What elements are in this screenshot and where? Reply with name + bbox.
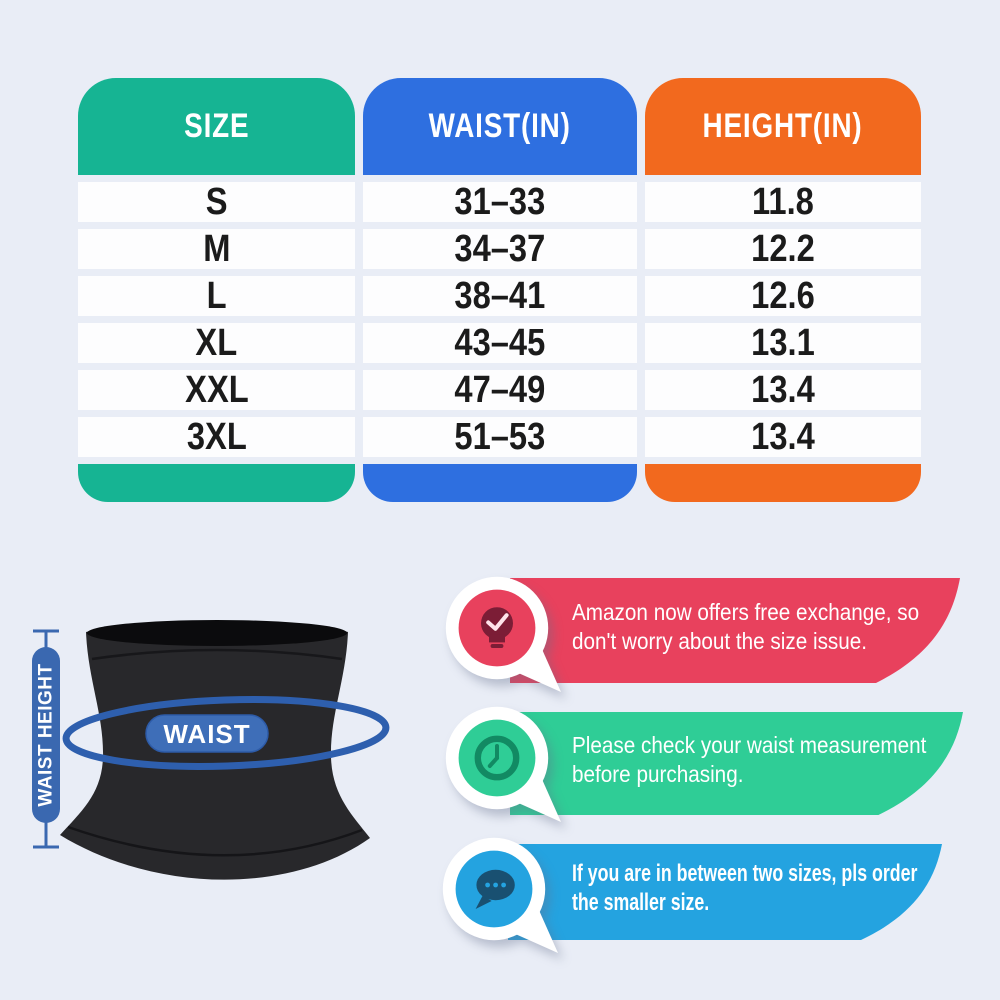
size-chart-table: SIZE WAIST(IN) HEIGHT(IN) S 31–33 11.8 M… xyxy=(78,78,921,502)
table-cell-height-3xl: 13.4 xyxy=(645,415,921,458)
note-line: If you are in between two sizes, pls ord… xyxy=(572,860,918,887)
note-line: Amazon now offers free exchange, so xyxy=(572,598,920,625)
column-header-size: SIZE xyxy=(78,78,355,175)
waist-height-pill xyxy=(32,647,60,823)
chat-badge xyxy=(442,837,558,953)
cell-text: M xyxy=(202,227,231,270)
table-cell-height-m: 12.2 xyxy=(645,227,921,270)
table-cell-waist-xxl: 47–49 xyxy=(363,368,637,411)
waist-height-label: WAIST HEIGHT xyxy=(36,663,57,806)
waist-trainer-illustration: WAIST HEIGHT WAIST xyxy=(32,620,390,880)
note-check-measurement: Please check your waist measurement befo… xyxy=(440,705,980,835)
lightbulb-check-icon xyxy=(481,607,513,648)
column-header-height-label: HEIGHT(IN) xyxy=(703,107,863,145)
table-cell-height-s: 11.8 xyxy=(645,180,921,223)
column-header-height: HEIGHT(IN) xyxy=(645,78,921,175)
cell-text: 12.2 xyxy=(751,227,815,270)
table-footer-bar-size xyxy=(78,464,355,502)
note-line: the smaller size. xyxy=(572,889,710,916)
table-cell-waist-xl: 43–45 xyxy=(363,321,637,364)
table-cell-height-xxl: 13.4 xyxy=(645,368,921,411)
trainer-bottom-seam xyxy=(67,825,363,857)
cell-text: 34–37 xyxy=(454,227,546,270)
note-between-sizes: If you are in between two sizes, pls ord… xyxy=(440,835,980,965)
column-header-waist: WAIST(IN) xyxy=(363,78,637,175)
table-cell-waist-3xl: 51–53 xyxy=(363,415,637,458)
note-free-exchange: Amazon now offers free exchange, so don'… xyxy=(440,570,980,700)
cell-text: 13.1 xyxy=(751,321,815,364)
waist-label: WAIST xyxy=(163,719,250,749)
waist-pill xyxy=(145,714,269,753)
note-ribbon xyxy=(510,712,963,815)
cell-text: 12.6 xyxy=(751,274,815,317)
cell-text: 47–49 xyxy=(454,368,546,411)
waist-trainer-diagram: WAIST HEIGHT WAIST xyxy=(20,595,440,905)
note-line: don't worry about the size issue. xyxy=(572,627,868,654)
table-cell-size-l: L xyxy=(78,274,355,317)
cell-text: 38–41 xyxy=(454,274,546,317)
table-footer-bar-height xyxy=(645,464,921,502)
column-header-size-label: SIZE xyxy=(183,107,250,145)
note-line: Please check your waist measurement xyxy=(572,731,927,758)
table-footer-bar-waist xyxy=(363,464,637,502)
cell-text: XXL xyxy=(184,368,249,411)
cell-text: 51–53 xyxy=(454,415,546,458)
cell-text: 43–45 xyxy=(454,321,546,364)
table-cell-size-xxl: XXL xyxy=(78,368,355,411)
cell-text: XL xyxy=(195,321,238,364)
table-cell-waist-l: 38–41 xyxy=(363,274,637,317)
waist-measure-ellipse xyxy=(62,696,390,770)
cell-text: 31–33 xyxy=(454,180,546,223)
trainer-top-opening xyxy=(87,620,347,646)
column-header-waist-label: WAIST(IN) xyxy=(428,107,572,145)
lightbulb-badge xyxy=(445,576,561,692)
table-cell-size-xl: XL xyxy=(78,321,355,364)
table-cell-height-l: 12.6 xyxy=(645,274,921,317)
note-ribbon xyxy=(510,578,960,683)
cell-text: 3XL xyxy=(186,415,247,458)
cell-text: 11.8 xyxy=(752,180,814,223)
cell-text: 13.4 xyxy=(751,415,815,458)
table-cell-size-m: M xyxy=(78,227,355,270)
cell-text: 13.4 xyxy=(751,368,815,411)
note-line: before purchasing. xyxy=(572,760,744,787)
table-cell-size-s: S xyxy=(78,180,355,223)
clock-icon xyxy=(474,735,520,781)
table-cell-size-3xl: 3XL xyxy=(78,415,355,458)
table-cell-waist-s: 31–33 xyxy=(363,180,637,223)
cell-text: L xyxy=(206,274,227,317)
table-cell-waist-m: 34–37 xyxy=(363,227,637,270)
chat-dots-icon xyxy=(475,869,515,909)
table-cell-height-xl: 13.1 xyxy=(645,321,921,364)
cell-text: S xyxy=(205,180,228,223)
trainer-top-seam xyxy=(91,648,343,661)
note-ribbon xyxy=(508,844,942,940)
clock-badge xyxy=(445,706,561,822)
